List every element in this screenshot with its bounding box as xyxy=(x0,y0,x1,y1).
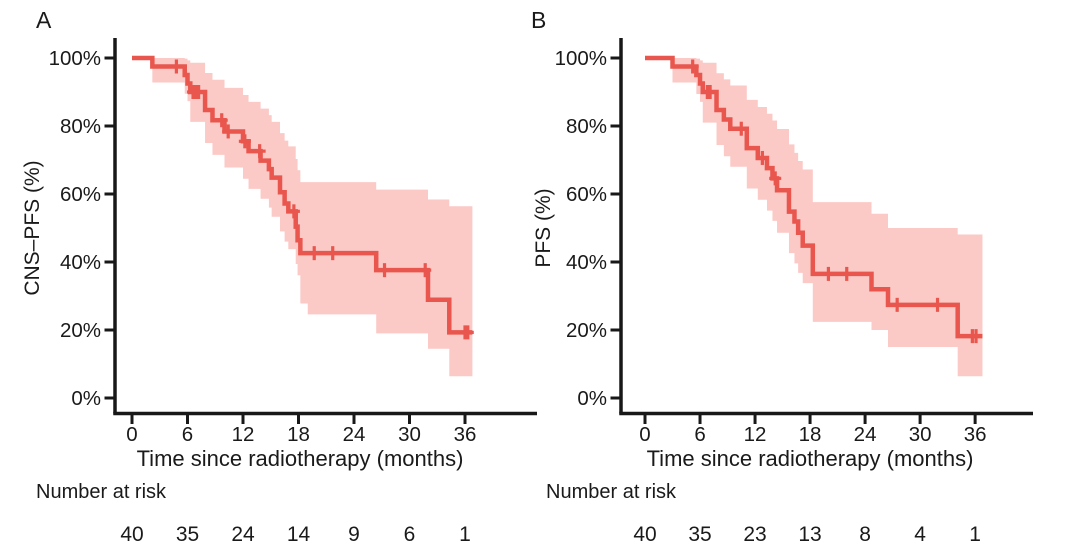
x-tick-label: 24 xyxy=(854,423,877,446)
at-risk-count: 9 xyxy=(348,523,360,546)
censor-marks xyxy=(170,59,474,340)
panel-b-number-at-risk-label: Number at risk xyxy=(546,481,677,503)
y-tick-label: 20% xyxy=(60,319,101,342)
x-tick-label: 30 xyxy=(398,423,421,446)
number-at-risk-row: 40 35 24 14 9 6 1 xyxy=(120,523,471,546)
at-risk-count: 24 xyxy=(231,523,255,546)
tick-labels: 0 6 12 18 24 30 36 0% 20% 40% 60% 80% 100% xyxy=(555,47,987,446)
at-risk-count: 23 xyxy=(743,523,766,546)
x-tick-label: 30 xyxy=(909,423,932,446)
axes xyxy=(619,38,1033,416)
survival-curve xyxy=(132,55,473,335)
tick-marks xyxy=(610,56,977,424)
y-tick-label: 40% xyxy=(566,251,607,274)
at-risk-count: 35 xyxy=(688,523,711,546)
at-risk-count: 4 xyxy=(914,523,926,546)
at-risk-count: 1 xyxy=(459,523,471,546)
at-risk-count: 40 xyxy=(120,523,143,546)
y-tick-label: 100% xyxy=(49,47,101,70)
y-tick-label: 0% xyxy=(71,387,101,410)
at-risk-count: 14 xyxy=(287,523,311,546)
at-risk-count: 13 xyxy=(798,523,821,546)
panel-b-plot: 0 6 12 18 24 30 360%20%40%60%80%100%40 35 23 13 8 4… xyxy=(555,38,1033,546)
y-tick-label: 60% xyxy=(566,183,607,206)
x-tick-label: 18 xyxy=(799,423,822,446)
panel-b-y-axis-title: PFS (%) xyxy=(532,188,555,268)
x-tick-label: 12 xyxy=(744,423,767,446)
at-risk-count: 40 xyxy=(633,523,656,546)
at-risk-count: 8 xyxy=(859,523,871,546)
at-risk-count: 6 xyxy=(404,523,416,546)
y-tick-label: 100% xyxy=(555,47,607,70)
x-tick-label: 24 xyxy=(343,423,366,446)
panel-a-plot: 0 6 12 18 24 30 36 0% 20% 40% 60% 80% 100% 40 35 24 14 9 6… xyxy=(49,38,537,546)
y-tick-label: 60% xyxy=(60,183,101,206)
panel-a-x-axis-title: Time since radiotherapy (months) xyxy=(136,446,464,471)
x-tick-label: 18 xyxy=(287,423,310,446)
censor-marks xyxy=(686,59,983,344)
y-tick-label: 20% xyxy=(566,319,607,342)
panel-b-letter: B xyxy=(531,7,547,33)
y-tick-label: 40% xyxy=(60,251,101,274)
x-tick-label: 36 xyxy=(454,423,477,446)
at-risk-count: 35 xyxy=(176,523,199,546)
panel-b-x-axis-title: Time since radiotherapy (months) xyxy=(646,446,974,471)
x-tick-label: 6 xyxy=(694,423,705,446)
x-tick-label: 0 xyxy=(639,423,650,446)
tick-marks xyxy=(104,56,467,424)
y-tick-label: 0% xyxy=(577,387,607,410)
x-tick-label: 0 xyxy=(126,423,137,446)
tick-labels: 0 6 12 18 24 30 36 0% 20% 40% 60% 80% 100% xyxy=(49,47,477,446)
ci-band xyxy=(672,58,983,377)
panel-a-y-axis-title: CNS–PFS (%) xyxy=(21,160,44,296)
y-tick-label: 80% xyxy=(60,115,101,138)
at-risk-count: 1 xyxy=(969,523,981,546)
panel-a-number-at-risk-label: Number at risk xyxy=(36,481,167,503)
axes xyxy=(113,38,537,416)
x-tick-label: 6 xyxy=(182,423,193,446)
x-tick-label: 36 xyxy=(964,423,987,446)
y-tick-label: 80% xyxy=(566,115,607,138)
number-at-risk-row: 40 35 23 13 8 4 1 xyxy=(633,523,981,546)
panel-a-letter: A xyxy=(36,7,52,33)
ci-band xyxy=(152,58,473,377)
x-tick-label: 12 xyxy=(232,423,255,446)
